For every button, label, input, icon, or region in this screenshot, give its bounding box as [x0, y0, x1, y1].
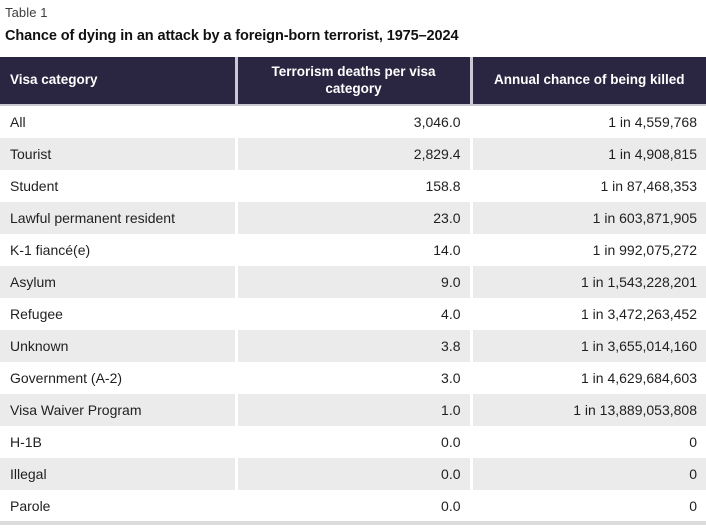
deaths-cell: 0.0 — [234, 490, 471, 522]
header-row: Visa category Terrorism deaths per visa … — [0, 57, 706, 106]
category-cell: Asylum — [0, 266, 236, 298]
deaths-cell: 14.0 — [234, 234, 471, 266]
deaths-cell: 0.0 — [234, 426, 471, 458]
table-row: Government (A-2) 3.0 1 in 4,629,684,603 — [0, 362, 706, 394]
category-cell: H-1B — [0, 426, 236, 458]
table-row: Lawful permanent resident 23.0 1 in 603,87… — [0, 202, 706, 234]
chance-cell: 0 — [469, 490, 706, 522]
category-cell: K-1 fiancé(e) — [0, 234, 236, 266]
chance-cell: 1 in 4,908,815 — [469, 138, 706, 170]
chance-cell: 0 — [469, 458, 706, 490]
table-row: All 3,046.0 1 in 4,559,768 — [0, 105, 706, 138]
table-title: Chance of dying in an attack by a foreig… — [5, 28, 459, 44]
category-cell: Student — [0, 170, 236, 202]
deaths-cell: 4.0 — [234, 298, 471, 330]
chance-cell: 1 in 992,075,272 — [469, 234, 706, 266]
category-cell: Tourist — [0, 138, 236, 170]
deaths-cell: 0.0 — [234, 458, 471, 490]
category-cell: Government (A-2) — [0, 362, 236, 394]
deaths-cell: 3.8 — [234, 330, 471, 362]
table-row: H-1B 0.0 0 — [0, 426, 706, 458]
deaths-cell: 3,046.0 — [234, 105, 471, 138]
table-row: Parole 0.0 0 — [0, 490, 706, 522]
category-cell: All — [0, 105, 236, 138]
column-header-visa-category: Visa category — [0, 57, 236, 106]
chance-cell: 0 — [469, 426, 706, 458]
table-bottom-rule — [0, 521, 706, 525]
deaths-cell: 23.0 — [234, 202, 471, 234]
table-row: Unknown 3.8 1 in 3,655,014,160 — [0, 330, 706, 362]
table-row: Student 158.8 1 in 87,468,353 — [0, 170, 706, 202]
table-row: Asylum 9.0 1 in 1,543,228,201 — [0, 266, 706, 298]
data-table: Visa category Terrorism deaths per visa … — [0, 57, 706, 522]
category-cell: Visa Waiver Program — [0, 394, 236, 426]
category-cell: Refugee — [0, 298, 236, 330]
chance-cell: 1 in 4,629,684,603 — [469, 362, 706, 394]
chance-cell: 1 in 4,559,768 — [469, 105, 706, 138]
deaths-cell: 9.0 — [234, 266, 471, 298]
deaths-cell: 3.0 — [234, 362, 471, 394]
category-cell: Lawful permanent resident — [0, 202, 236, 234]
column-header-terrorism-deaths: Terrorism deaths per visa category — [234, 57, 471, 106]
chance-cell: 1 in 1,543,228,201 — [469, 266, 706, 298]
chance-cell: 1 in 3,472,263,452 — [469, 298, 706, 330]
chance-cell: 1 in 13,889,053,808 — [469, 394, 706, 426]
deaths-cell: 158.8 — [234, 170, 471, 202]
chance-cell: 1 in 603,871,905 — [469, 202, 706, 234]
table-row: K-1 fiancé(e) 14.0 1 in 992,075,272 — [0, 234, 706, 266]
table-label: Table 1 — [5, 5, 48, 20]
category-cell: Unknown — [0, 330, 236, 362]
category-cell: Illegal — [0, 458, 236, 490]
table-row: Tourist 2,829.4 1 in 4,908,815 — [0, 138, 706, 170]
table-row: Visa Waiver Program 1.0 1 in 13,889,053,80… — [0, 394, 706, 426]
chance-cell: 1 in 3,655,014,160 — [469, 330, 706, 362]
chance-cell: 1 in 87,468,353 — [469, 170, 706, 202]
deaths-cell: 2,829.4 — [234, 138, 471, 170]
deaths-cell: 1.0 — [234, 394, 471, 426]
category-cell: Parole — [0, 490, 236, 522]
table-row: Illegal 0.0 0 — [0, 458, 706, 490]
table-row: Refugee 4.0 1 in 3,472,263,452 — [0, 298, 706, 330]
column-header-annual-chance: Annual chance of being killed — [469, 57, 706, 106]
